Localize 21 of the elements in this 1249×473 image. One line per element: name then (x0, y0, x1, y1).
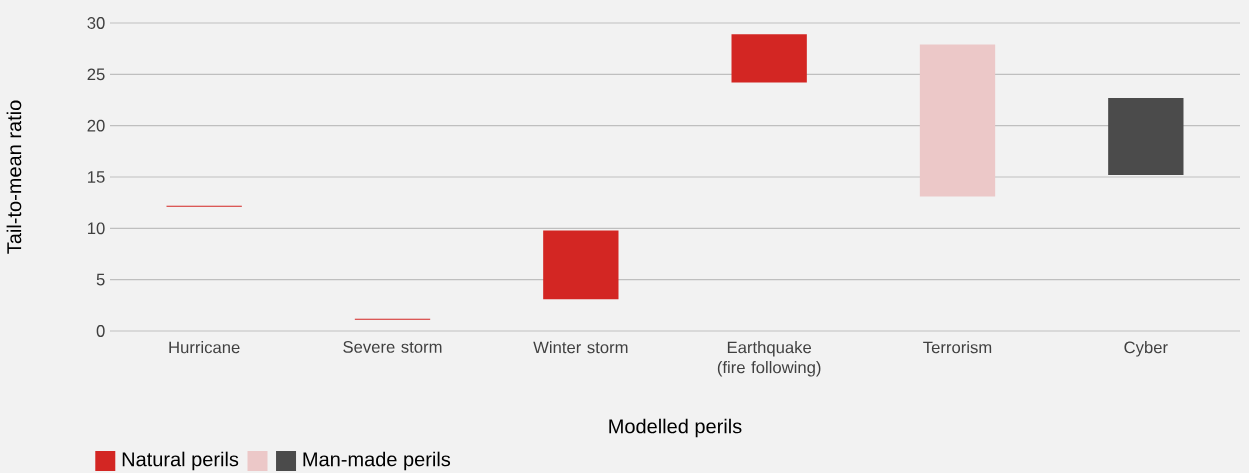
y-tick-label: 20 (87, 119, 105, 132)
legend-label: Man-made perils (303, 451, 451, 471)
y-axis-title: Tail-to-mean ratio (6, 100, 22, 254)
y-tick-label: 5 (96, 273, 105, 286)
bar (731, 34, 807, 83)
x-tick-label: Hurricane (169, 341, 240, 354)
y-tick-label: 10 (88, 222, 105, 235)
x-tick-label: Severe storm (343, 341, 442, 353)
y-tick-label: 0 (96, 325, 105, 337)
bar (919, 44, 996, 197)
y-tick-label: 30 (87, 17, 105, 29)
y-tick-label: 15 (88, 171, 105, 183)
x-tick-label: Cyber (1124, 341, 1168, 357)
y-tick-label: 25 (87, 68, 105, 81)
x-tick-label: Terrorism (923, 341, 992, 354)
x-axis-title: Modelled perils (609, 418, 742, 438)
legend-label: Natural perils (122, 451, 239, 471)
bar (1108, 97, 1184, 175)
x-tick-label: Earthquake (fire following) (717, 341, 821, 377)
x-tick-label: Winter storm (533, 341, 628, 354)
bar (543, 230, 619, 300)
